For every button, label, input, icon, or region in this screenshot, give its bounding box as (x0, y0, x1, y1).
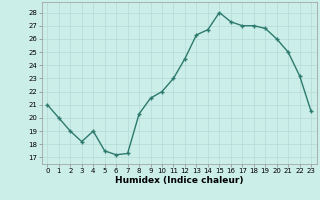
X-axis label: Humidex (Indice chaleur): Humidex (Indice chaleur) (115, 176, 244, 185)
